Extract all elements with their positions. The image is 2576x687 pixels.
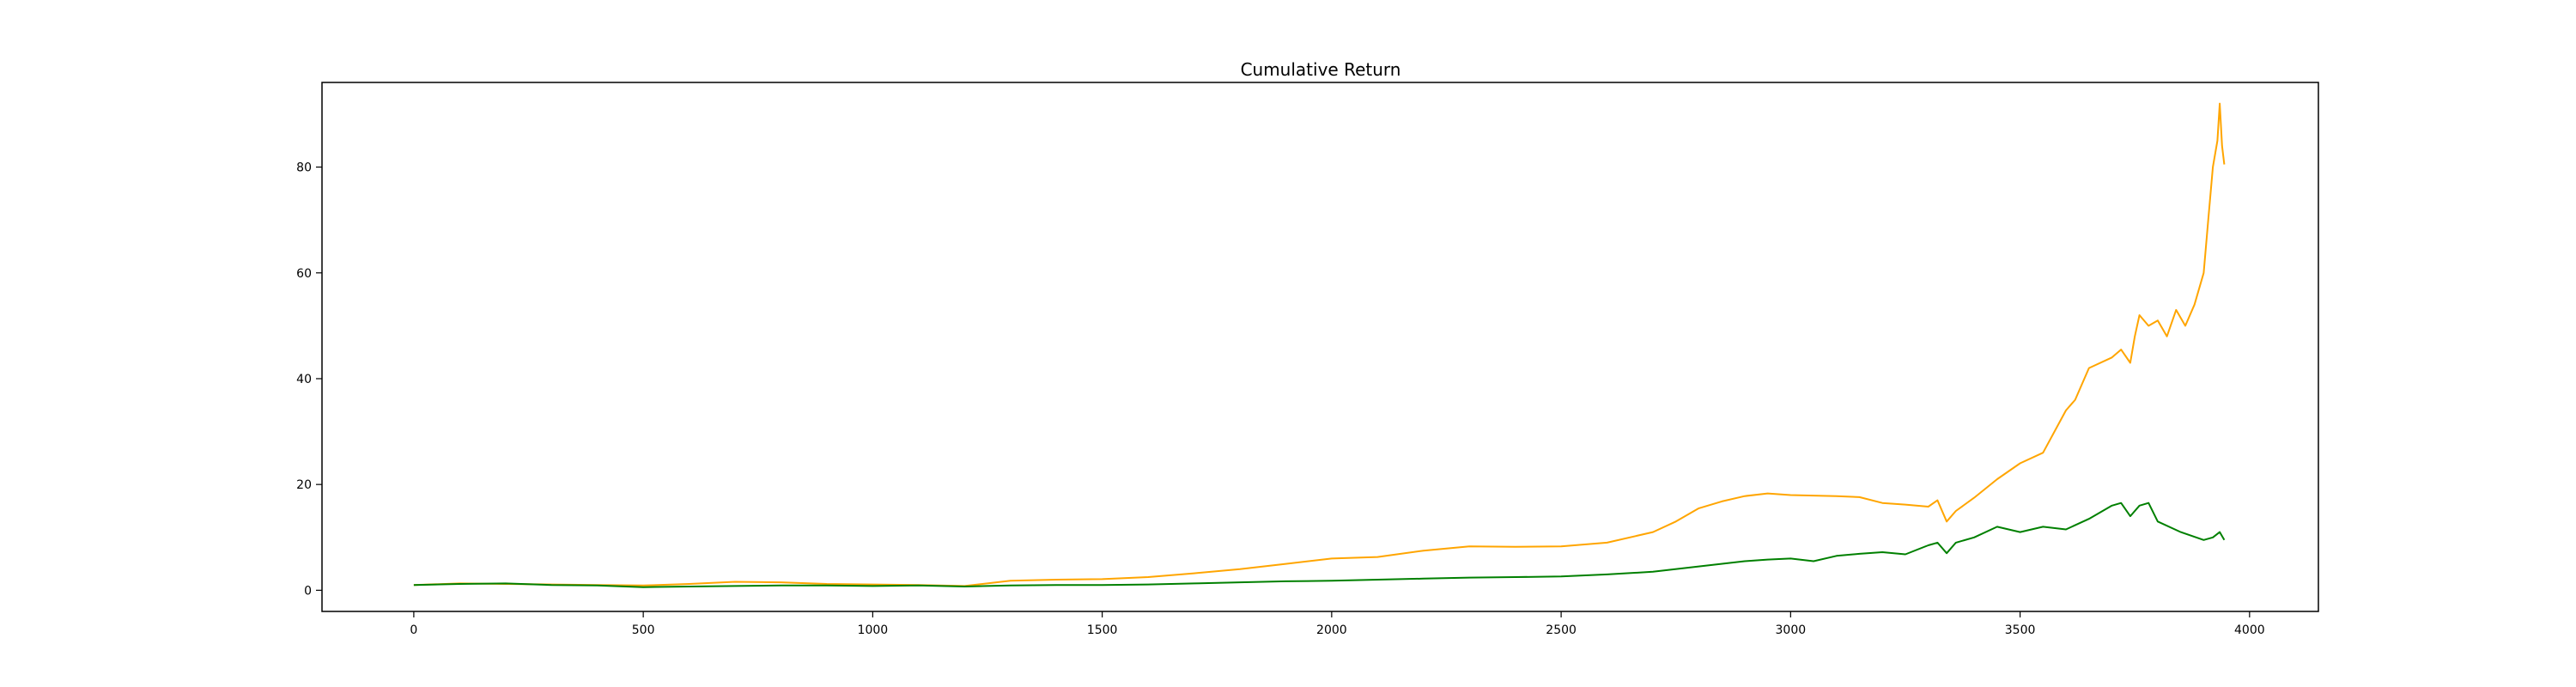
x-tick-label: 4000 <box>2234 623 2265 637</box>
x-axis: 0 500 1000 1500 2000 2500 3000 3500 4000 <box>410 611 2265 637</box>
x-tick-label: 1500 <box>1087 623 1118 637</box>
x-tick-label: 3500 <box>2005 623 2036 637</box>
y-tick-label: 40 <box>296 373 312 386</box>
x-tick-label: 1000 <box>858 623 889 637</box>
series-layer <box>413 102 2226 588</box>
x-tick-label: 2500 <box>1546 623 1577 637</box>
y-tick-label: 60 <box>296 267 312 281</box>
x-tick-label: 3000 <box>1776 623 1807 637</box>
y-tick-label: 80 <box>296 161 312 175</box>
x-tick-label: 500 <box>632 623 655 637</box>
y-tick-label: 0 <box>304 584 312 598</box>
chart-title: Cumulative Return <box>1241 59 1401 80</box>
x-tick-label: 0 <box>410 623 417 637</box>
y-axis: 0 20 40 60 80 <box>296 161 322 598</box>
plot-area <box>321 82 2319 612</box>
series-line-2 <box>413 502 2226 588</box>
y-tick-label: 20 <box>296 478 312 492</box>
x-tick-label: 2000 <box>1316 623 1347 637</box>
